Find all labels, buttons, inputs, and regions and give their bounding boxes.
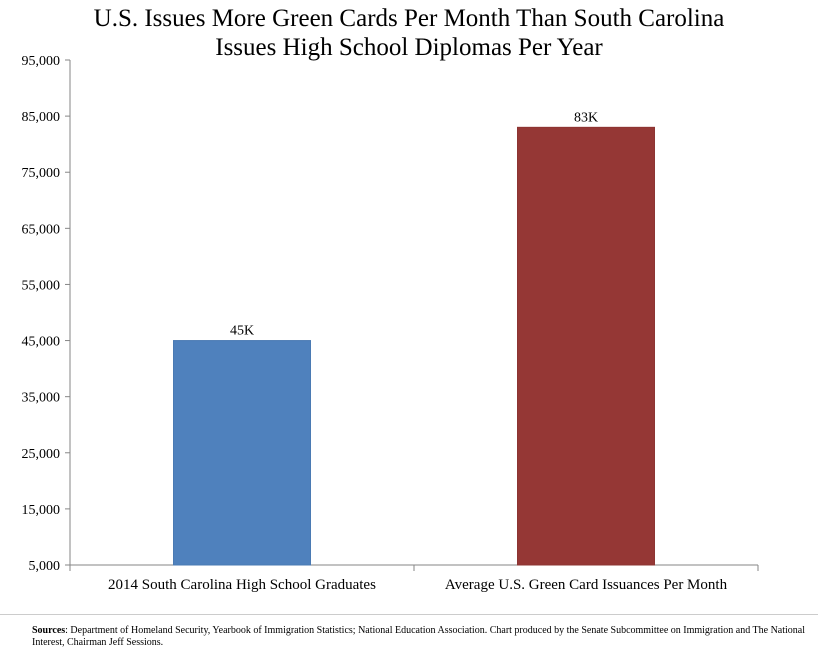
- y-tick-label: 45,000: [22, 335, 61, 350]
- chart-title: U.S. Issues More Green Cards Per Month T…: [0, 4, 818, 62]
- x-category-label: 2014 South Carolina High School Graduate…: [108, 577, 376, 593]
- x-category-label: Average U.S. Green Card Issuances Per Mo…: [445, 577, 728, 593]
- y-tick-label: 25,000: [22, 447, 61, 462]
- data-label: 45K: [230, 324, 254, 339]
- y-tick-label: 95,000: [22, 54, 61, 69]
- y-tick-label: 55,000: [22, 278, 61, 293]
- chart-title-line-2: Issues High School Diplomas Per Year: [215, 34, 603, 61]
- y-tick-label: 65,000: [22, 222, 61, 237]
- y-tick-label: 75,000: [22, 166, 61, 181]
- footer-divider: [0, 614, 818, 615]
- sources-note: Sources: Department of Homeland Security…: [32, 625, 812, 649]
- bar: [173, 340, 311, 566]
- y-tick-label: 35,000: [22, 391, 61, 406]
- sources-text: : Department of Homeland Security, Yearb…: [32, 625, 805, 648]
- y-tick-label: 85,000: [22, 110, 61, 125]
- y-tick-label: 15,000: [22, 503, 61, 518]
- y-tick-label: 5,000: [29, 559, 61, 574]
- bar-chart: 5,000 15,000 25,000 35,000 45,000 55,000 65,00…: [22, 54, 759, 593]
- chart-title-line-1: U.S. Issues More Green Cards Per Month T…: [93, 5, 725, 32]
- sources-label: Sources: [32, 625, 66, 636]
- bar: [517, 126, 655, 566]
- data-label: 83K: [574, 110, 598, 125]
